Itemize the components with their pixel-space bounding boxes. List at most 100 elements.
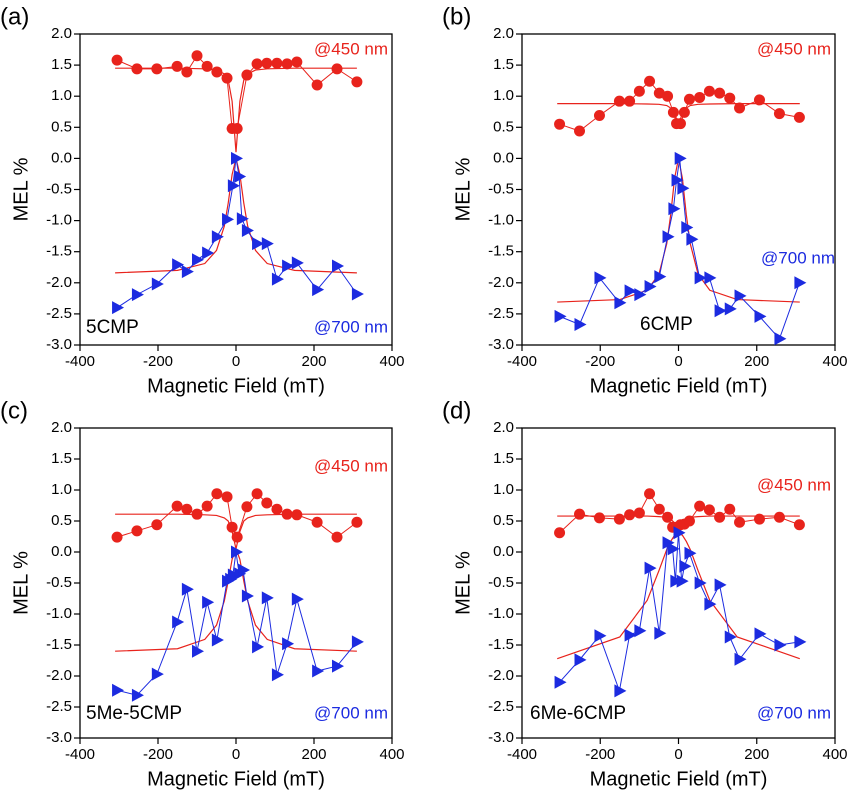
marker xyxy=(793,111,805,123)
marker xyxy=(351,287,364,301)
marker xyxy=(131,288,144,302)
marker xyxy=(613,513,625,525)
y-tick-label: 0.5 xyxy=(493,118,514,135)
marker xyxy=(271,57,283,69)
marker xyxy=(662,536,675,550)
marker xyxy=(753,94,765,106)
x-axis-label: Magnetic Field (mT) xyxy=(147,768,325,790)
marker xyxy=(131,63,143,75)
marker xyxy=(227,568,240,582)
marker xyxy=(332,659,345,673)
marker xyxy=(593,512,605,524)
marker xyxy=(234,169,247,183)
marker xyxy=(774,638,787,652)
marker xyxy=(671,173,684,187)
y-tick-label: 0.0 xyxy=(493,543,514,560)
y-tick-label: 1.0 xyxy=(51,481,72,498)
marker xyxy=(574,653,587,667)
marker xyxy=(221,491,233,503)
marker xyxy=(703,85,715,97)
y-tick-label: 2.0 xyxy=(493,419,514,436)
series-label: @700 nm xyxy=(761,248,835,267)
sample-label: 6Me-6CMP xyxy=(530,703,626,724)
marker xyxy=(793,519,805,531)
marker xyxy=(291,509,303,521)
plot-frame xyxy=(79,427,393,739)
y-tick-label: -1.5 xyxy=(46,636,72,653)
marker xyxy=(131,525,143,537)
marker xyxy=(794,276,807,290)
marker xyxy=(251,58,263,70)
marker xyxy=(112,301,125,315)
series-label: @700 nm xyxy=(314,703,388,722)
marker xyxy=(151,519,163,531)
marker xyxy=(634,288,647,302)
marker xyxy=(554,309,567,323)
series-label: @700 nm xyxy=(314,317,388,336)
marker xyxy=(331,63,343,75)
marker xyxy=(311,516,323,528)
marker xyxy=(221,72,233,84)
x-tick-label: -200 xyxy=(585,746,615,763)
marker xyxy=(774,332,787,346)
series-label: @450 nm xyxy=(314,39,388,58)
marker xyxy=(252,640,265,654)
x-tick-label: -400 xyxy=(65,746,95,763)
y-tick-label: -1.5 xyxy=(46,243,72,260)
x-tick-label: 200 xyxy=(744,746,769,763)
marker xyxy=(704,597,717,611)
marker xyxy=(683,93,695,105)
marker xyxy=(714,87,726,99)
marker xyxy=(241,589,254,603)
y-tick-label: 1.0 xyxy=(493,481,514,498)
y-tick-label: 0.0 xyxy=(51,543,72,560)
marker xyxy=(674,151,687,165)
sample-label: 5CMP xyxy=(86,317,139,338)
y-tick-label: -0.5 xyxy=(46,574,72,591)
y-axis-label: MEL % xyxy=(10,551,32,615)
y-tick-label: 2.0 xyxy=(51,25,72,42)
marker xyxy=(238,563,251,577)
x-tick-label: 400 xyxy=(379,746,404,763)
x-tick-label: 400 xyxy=(379,353,404,370)
marker xyxy=(201,60,213,72)
y-tick-label: -2.0 xyxy=(46,274,72,291)
marker xyxy=(624,95,636,107)
y-tick-label: 1.0 xyxy=(51,87,72,104)
marker xyxy=(667,106,679,118)
marker xyxy=(181,503,193,515)
x-tick-label: -400 xyxy=(507,353,537,370)
x-tick-label: -400 xyxy=(65,353,95,370)
marker xyxy=(678,106,690,118)
marker xyxy=(351,76,363,88)
plot-frame xyxy=(521,33,836,346)
x-tick-label: -200 xyxy=(143,746,173,763)
marker xyxy=(794,635,807,649)
marker xyxy=(574,125,586,137)
marker xyxy=(734,652,747,666)
y-tick-label: -0.5 xyxy=(46,180,72,197)
marker xyxy=(351,635,364,649)
y-tick-label: 1.5 xyxy=(493,56,514,73)
marker xyxy=(673,526,686,540)
marker xyxy=(662,90,674,102)
x-axis-label: Magnetic Field (mT) xyxy=(590,768,768,790)
marker xyxy=(694,271,707,285)
marker xyxy=(172,258,185,272)
marker xyxy=(226,521,238,533)
marker xyxy=(574,508,586,520)
y-tick-label: -0.5 xyxy=(488,574,514,591)
y-tick-label: -1.5 xyxy=(488,243,514,260)
y-tick-label: 1.5 xyxy=(51,56,72,73)
marker xyxy=(151,63,163,75)
y-tick-label: -1.0 xyxy=(488,212,514,229)
marker xyxy=(171,60,183,72)
marker xyxy=(261,57,273,69)
marker xyxy=(594,271,607,285)
marker xyxy=(241,69,253,81)
x-tick-label: -200 xyxy=(585,353,615,370)
marker xyxy=(241,501,253,513)
marker xyxy=(236,212,249,226)
marker xyxy=(644,280,657,294)
x-tick-label: 200 xyxy=(301,746,326,763)
